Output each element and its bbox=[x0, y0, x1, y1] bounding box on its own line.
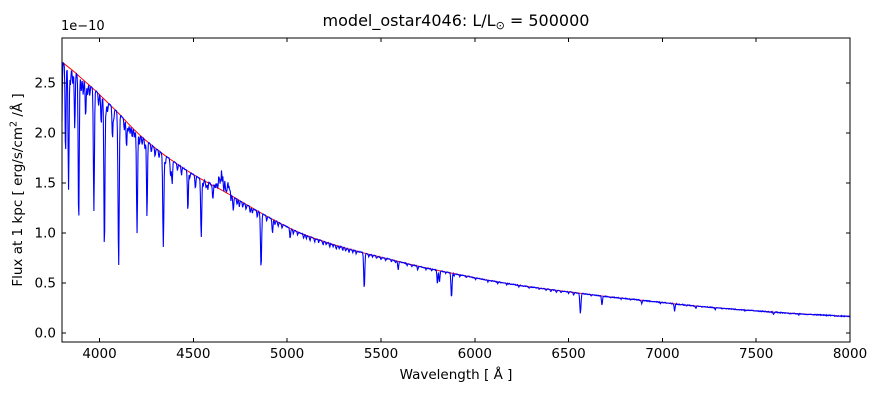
plot-frame bbox=[61, 37, 851, 343]
x-tick-label: 4000 bbox=[82, 346, 116, 362]
x-tick-label: 8000 bbox=[833, 346, 867, 362]
plot-title: model_ostar4046: L/L⊙ = 500000 bbox=[323, 11, 590, 32]
sun-symbol: ⊙ bbox=[495, 19, 505, 32]
x-tick-label: 5500 bbox=[364, 346, 398, 362]
y-tick-label: 1.5 bbox=[35, 176, 56, 192]
y-axis-offset-label: 1e−10 bbox=[61, 19, 105, 34]
y-tick-label: 2.5 bbox=[35, 76, 56, 92]
plot-title-text: model_ostar4046: L/L bbox=[322, 11, 496, 30]
y-tick-label: 0.5 bbox=[35, 276, 56, 292]
x-tick-label: 4500 bbox=[176, 346, 210, 362]
x-tick-label: 5000 bbox=[270, 346, 304, 362]
x-axis-label: Wavelength [ Å ] bbox=[399, 367, 513, 383]
spectrum-line bbox=[61, 61, 850, 318]
x-tick-label: 7500 bbox=[739, 346, 773, 362]
x-tick-label: 6000 bbox=[458, 346, 492, 362]
y-axis-label: Flux at 1 kpc [ erg/s/cm2 /Å ] bbox=[8, 93, 26, 287]
x-tick-label: 7000 bbox=[645, 346, 679, 362]
y-tick-label: 1.0 bbox=[35, 226, 56, 242]
plot-background bbox=[62, 38, 850, 342]
plot-title-value: = 500000 bbox=[504, 11, 590, 30]
y-tick-label: 2.0 bbox=[35, 126, 56, 142]
x-tick-label: 6500 bbox=[551, 346, 585, 362]
ylabel-superscript: 2 bbox=[8, 120, 20, 128]
y-tick-label: 0.0 bbox=[35, 326, 56, 342]
